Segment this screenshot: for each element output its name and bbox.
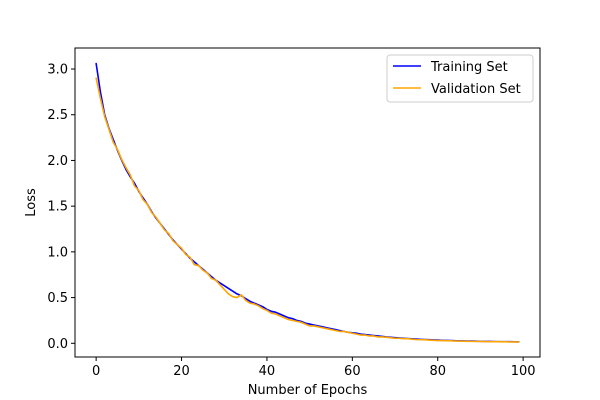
x-axis-label: Number of Epochs	[248, 383, 368, 398]
series-layer	[95, 62, 520, 343]
x-tick-label: 80	[429, 364, 446, 379]
legend-frame	[386, 54, 534, 103]
y-tick-label: 0.0	[47, 337, 68, 352]
legend-label-training: Training Set	[430, 60, 508, 75]
x-tick-label: 20	[173, 364, 190, 379]
plot-frame	[74, 47, 541, 358]
x-tick-label: 0	[92, 364, 100, 379]
y-tick-label: 1.0	[47, 245, 68, 260]
y-tick-label: 1.5	[47, 200, 68, 215]
legend: Training Set Validation Set	[386, 54, 534, 103]
y-tick-label: 2.0	[47, 154, 68, 169]
y-tick-label: 2.5	[47, 108, 68, 123]
x-tick-label: 40	[259, 364, 276, 379]
series-line-validation	[95, 77, 520, 343]
y-axis-ticks: 0.0 0.5 1.0 1.5 2.0 2.5 3.0	[47, 63, 75, 352]
legend-label-validation: Validation Set	[431, 82, 521, 97]
x-tick-label: 100	[511, 364, 536, 379]
y-tick-label: 0.5	[47, 291, 68, 306]
x-tick-label: 60	[344, 364, 361, 379]
y-axis-label: Loss	[24, 188, 39, 217]
x-axis-ticks: 0 20 40 60 80 100	[92, 357, 536, 379]
y-tick-label: 3.0	[47, 63, 68, 78]
